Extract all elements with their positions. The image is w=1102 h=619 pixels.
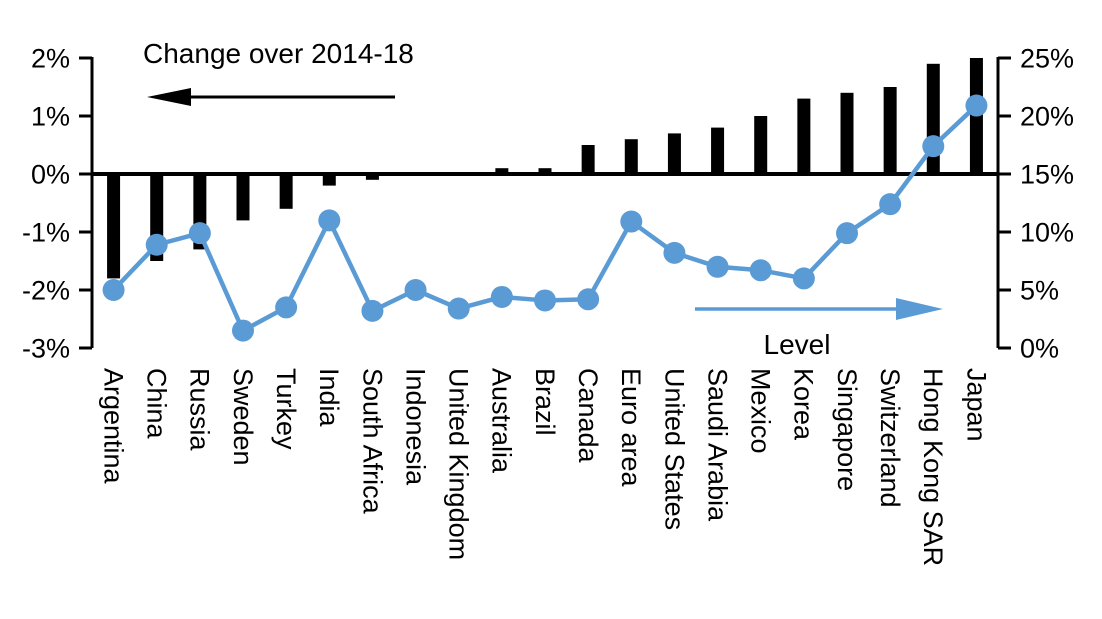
right-tick-label: 5% [1020, 275, 1059, 305]
marker-united-kingdom [447, 297, 470, 320]
left-tick-label: 2% [31, 43, 70, 73]
marker-argentina [102, 279, 125, 301]
right-tick-label: 25% [1020, 43, 1074, 73]
bar-switzerland [883, 87, 897, 174]
category-label: Brazil [530, 368, 560, 436]
marker-china [145, 233, 168, 256]
marker-sweden [232, 319, 254, 342]
category-label: Switzerland [875, 368, 905, 508]
marker-canada [577, 288, 600, 311]
category-label: United Kingdom [444, 368, 474, 560]
line-series-label: Level [764, 329, 831, 360]
right-tick-label: 0% [1020, 333, 1059, 363]
category-label: Russia [185, 368, 215, 452]
category-label: Sweden [228, 368, 258, 466]
right-tick-label: 10% [1020, 217, 1074, 247]
marker-switzerland [879, 193, 902, 216]
marker-indonesia [404, 279, 427, 301]
category-label: Mexico [746, 368, 776, 454]
right-tick-label: 15% [1020, 159, 1074, 189]
marker-united-states [663, 241, 686, 264]
bar-india [322, 174, 336, 186]
left-tick-label: 1% [31, 101, 70, 131]
category-label: South Africa [357, 368, 387, 515]
category-label: Hong Kong SAR [918, 368, 948, 566]
bar-euro-area [624, 139, 638, 174]
category-label: Turkey [271, 368, 301, 450]
category-label: Euro area [616, 368, 646, 488]
marker-saudi-arabia [706, 255, 729, 278]
category-label: India [314, 368, 344, 428]
right-tick-label: 20% [1020, 101, 1074, 131]
marker-singapore [836, 222, 858, 245]
category-label: Argentina [98, 368, 128, 485]
bar-united-states [667, 133, 681, 174]
left-tick-label: -2% [22, 275, 70, 305]
marker-turkey [275, 296, 298, 319]
right-arrow-icon [896, 298, 943, 320]
category-label: Canada [573, 368, 603, 464]
bar-argentina [107, 174, 121, 279]
left-tick-label: -3% [22, 333, 70, 363]
marker-korea [792, 267, 815, 290]
bar-series-label: Change over 2014-18 [143, 38, 414, 69]
category-label: Indonesia [400, 368, 430, 486]
bar-saudi-arabia [711, 127, 725, 174]
category-label: Saudi Arabia [702, 368, 732, 522]
marker-india [318, 209, 341, 232]
category-label: Japan [961, 368, 991, 442]
marker-mexico [749, 259, 772, 282]
marker-south-africa [361, 299, 384, 322]
category-label: Korea [789, 368, 819, 441]
bar-canada [581, 145, 595, 174]
bar-hong-kong-sar [926, 63, 940, 174]
bar-australia [495, 168, 509, 174]
bar-mexico [754, 116, 768, 174]
marker-russia [188, 222, 211, 245]
marker-hong-kong-sar [922, 135, 945, 158]
bar-brazil [538, 168, 552, 174]
marker-australia [490, 285, 513, 308]
left-arrow-icon [147, 88, 191, 106]
category-label: Australia [487, 368, 517, 474]
category-label: Singapore [832, 368, 862, 491]
category-label: China [142, 368, 172, 440]
bar-korea [797, 98, 811, 174]
bar-turkey [279, 174, 293, 209]
marker-brazil [534, 289, 556, 312]
left-tick-label: 0% [31, 159, 70, 189]
marker-japan [965, 94, 988, 117]
bar-singapore [840, 92, 854, 174]
bar-sweden [236, 174, 250, 221]
marker-euro-area [620, 210, 643, 233]
bar-south-africa [365, 174, 379, 180]
left-tick-label: -1% [22, 217, 70, 247]
category-label: United States [659, 368, 689, 530]
